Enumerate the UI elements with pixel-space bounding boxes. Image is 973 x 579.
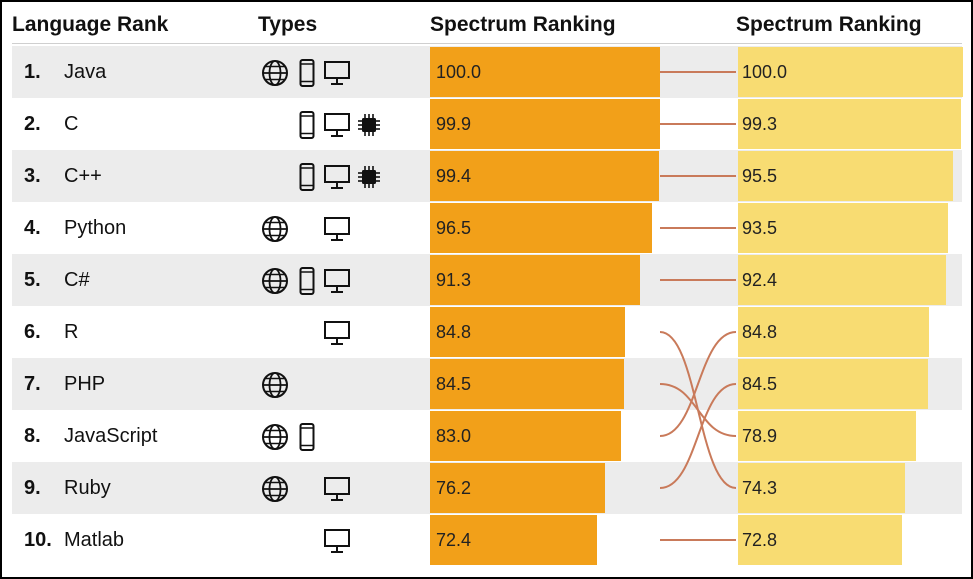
spectrum-value-left: 96.5	[436, 218, 472, 238]
globe-icon	[260, 58, 290, 88]
language-name: PHP	[64, 373, 106, 395]
rank-number: 5.	[24, 269, 41, 291]
spectrum-bar-right	[738, 359, 929, 409]
spectrum-value-right: 84.5	[742, 374, 778, 394]
rank-number: 7.	[24, 373, 41, 395]
header-spectrum-ranking-right: Spectrum Ranking	[736, 13, 922, 36]
rank-number: 4.	[24, 217, 41, 239]
table-row: 6. R 84.8 84.8	[12, 306, 962, 358]
phone-icon	[292, 162, 322, 192]
language-name: Java	[64, 61, 107, 83]
monitor-icon	[322, 214, 352, 244]
chip-icon	[354, 162, 384, 192]
spectrum-value-left: 100.0	[436, 62, 482, 82]
rank-number: 2.	[24, 113, 41, 135]
monitor-icon	[322, 162, 352, 192]
spectrum-bar-left	[430, 515, 597, 565]
table-row: 2. C 99.9 99.3	[12, 98, 962, 150]
phone-icon	[292, 58, 322, 88]
phone-icon	[292, 110, 322, 140]
table-row: 8. JavaScript 83.0 78.9	[12, 410, 962, 462]
monitor-icon	[322, 474, 352, 504]
table-row: 1. Java 100.0 100.0	[12, 46, 963, 98]
spectrum-value-right: 99.3	[742, 114, 778, 134]
monitor-icon	[322, 318, 352, 348]
spectrum-bar-right	[738, 203, 949, 253]
spectrum-bar-left	[430, 359, 625, 409]
language-name: Python	[64, 217, 127, 239]
spectrum-bar-right	[738, 411, 916, 461]
spectrum-value-left: 76.2	[436, 478, 472, 498]
table-row: 10. Matlab 72.4 72.8	[12, 514, 962, 566]
header-divider	[12, 43, 962, 44]
header-types: Types	[258, 13, 318, 36]
rank-number: 6.	[24, 321, 41, 343]
language-name: Matlab	[64, 529, 125, 551]
table-row: 9. Ruby 76.2 74.3	[12, 462, 962, 514]
globe-icon	[260, 370, 290, 400]
spectrum-bar-right	[738, 47, 963, 97]
language-name: R	[64, 321, 79, 343]
rank-number: 9.	[24, 477, 41, 499]
phone-icon	[292, 422, 322, 452]
spectrum-bar-right	[738, 99, 962, 149]
table-row: 7. PHP 84.5 84.5	[12, 358, 962, 410]
table-row: 3. C++ 99.4 95.5	[12, 150, 962, 202]
monitor-icon	[322, 526, 352, 556]
spectrum-value-right: 84.8	[742, 322, 778, 342]
table-row: 5. C# 91.3 92.4	[12, 254, 962, 306]
spectrum-value-left: 84.8	[436, 322, 472, 342]
language-name: C#	[64, 269, 90, 291]
spectrum-value-right: 74.3	[742, 478, 778, 498]
spectrum-value-right: 78.9	[742, 426, 778, 446]
spectrum-value-right: 92.4	[742, 270, 778, 290]
language-name: C++	[64, 165, 102, 187]
globe-icon	[260, 474, 290, 504]
spectrum-value-left: 84.5	[436, 374, 472, 394]
globe-icon	[260, 422, 290, 452]
spectrum-bar-right	[738, 515, 902, 565]
globe-icon	[260, 266, 290, 296]
globe-icon	[260, 214, 290, 244]
spectrum-bar-left	[430, 99, 660, 149]
header-spectrum-ranking-left: Spectrum Ranking	[430, 13, 616, 36]
rank-number: 3.	[24, 165, 41, 187]
header-language-rank: Language Rank	[12, 13, 169, 36]
rank-number: 1.	[24, 61, 41, 83]
spectrum-bar-right	[738, 255, 946, 305]
spectrum-bar-left	[430, 463, 606, 513]
spectrum-bar-right	[738, 151, 953, 201]
spectrum-value-right: 100.0	[742, 62, 788, 82]
language-name: C	[64, 113, 79, 135]
spectrum-value-left: 91.3	[436, 270, 472, 290]
spectrum-value-right: 93.5	[742, 218, 778, 238]
spectrum-bar-left	[430, 151, 659, 201]
monitor-icon	[322, 266, 352, 296]
rank-number: 8.	[24, 425, 41, 447]
spectrum-bar-right	[738, 463, 906, 513]
rank-number: 10.	[24, 529, 52, 551]
spectrum-value-left: 99.9	[436, 114, 472, 134]
spectrum-bar-left	[430, 203, 652, 253]
spectrum-value-left: 99.4	[436, 166, 472, 186]
spectrum-value-left: 72.4	[436, 530, 472, 550]
spectrum-value-left: 83.0	[436, 426, 472, 446]
language-name: JavaScript	[64, 425, 158, 447]
spectrum-value-right: 95.5	[742, 166, 778, 186]
chip-icon	[354, 110, 384, 140]
spectrum-bar-left	[430, 307, 626, 357]
monitor-icon	[322, 58, 352, 88]
spectrum-bar-left	[430, 255, 640, 305]
monitor-icon	[322, 110, 352, 140]
spectrum-bar-left	[430, 411, 621, 461]
language-name: Ruby	[64, 477, 111, 499]
spectrum-bar-left	[430, 47, 660, 97]
spectrum-bar-right	[738, 307, 929, 357]
table-row: 4. Python 96.5 93.5	[12, 202, 962, 254]
spectrum-value-right: 72.8	[742, 530, 778, 550]
phone-icon	[292, 266, 322, 296]
